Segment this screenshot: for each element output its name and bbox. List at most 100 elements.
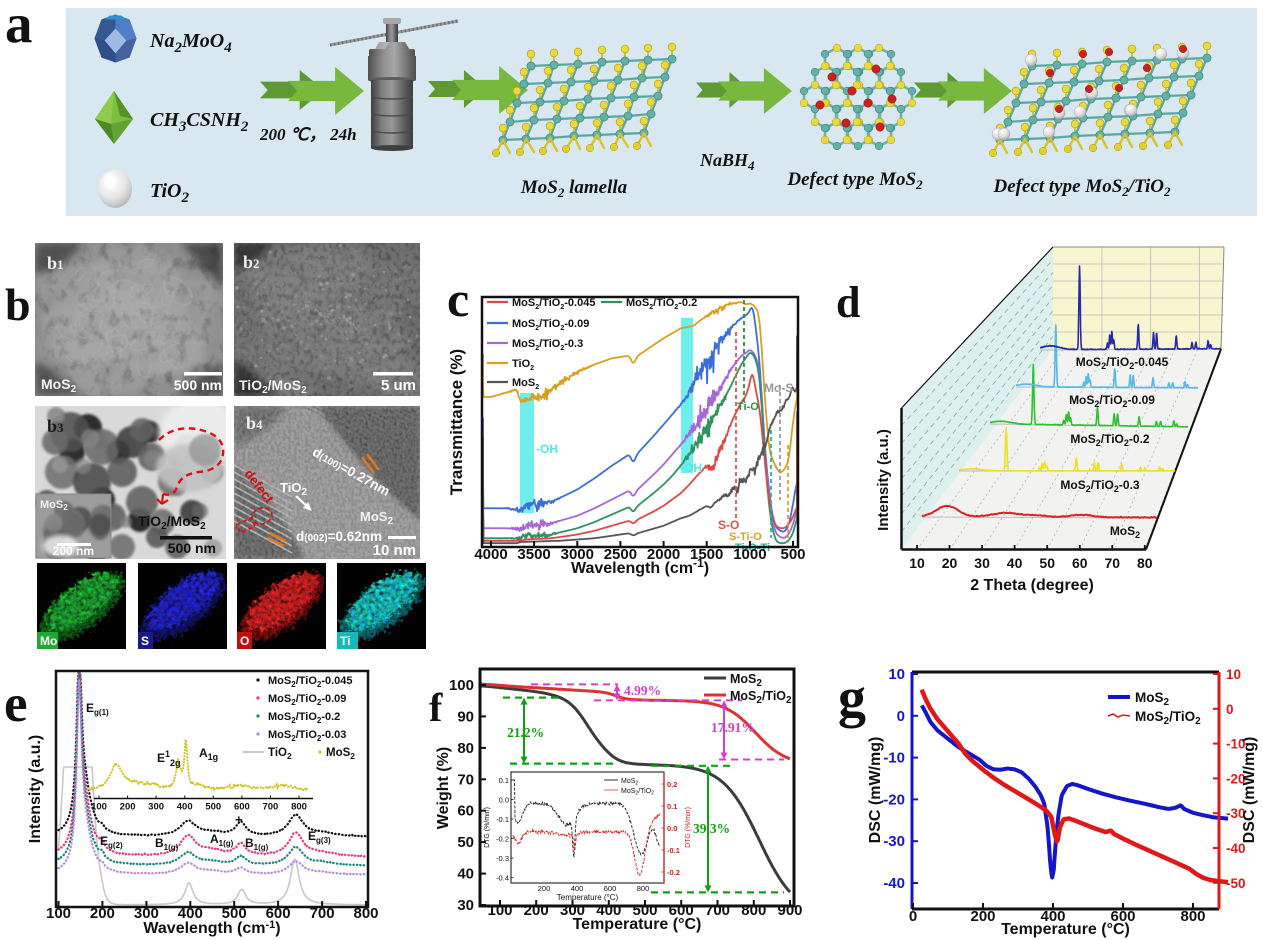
- svg-text:-40: -40: [1226, 841, 1246, 856]
- svg-text:50: 50: [1039, 555, 1055, 571]
- svg-text:0: 0: [897, 708, 905, 725]
- svg-text:40: 40: [457, 866, 474, 883]
- svg-text:600: 600: [266, 905, 291, 922]
- svg-text:a: a: [5, 0, 33, 54]
- svg-text:DTG (%/min): DTG (%/min): [685, 807, 692, 848]
- svg-text:-10: -10: [1226, 737, 1246, 752]
- svg-text:0.0: 0.0: [499, 796, 509, 805]
- svg-text:30: 30: [457, 897, 474, 914]
- svg-text:200: 200: [970, 908, 995, 925]
- svg-text:500 nm: 500 nm: [174, 377, 222, 393]
- svg-text:10 nm: 10 nm: [373, 542, 416, 559]
- svg-text:800: 800: [291, 802, 307, 813]
- svg-text:+: +: [235, 812, 243, 827]
- svg-text:b: b: [5, 279, 31, 330]
- svg-text:Na2MoO4: Na2MoO4: [149, 30, 232, 56]
- svg-text:Temperature (°C): Temperature (°C): [573, 916, 702, 933]
- svg-text:MoS2/TiO2: MoS2/TiO2: [730, 689, 792, 706]
- svg-text:3500: 3500: [517, 546, 550, 563]
- svg-text:-20: -20: [883, 791, 905, 808]
- svg-text:700: 700: [262, 802, 278, 813]
- svg-text:10: 10: [909, 555, 925, 571]
- svg-text:Ti-O: Ti-O: [737, 401, 759, 413]
- svg-text:MoS2: MoS2: [730, 672, 762, 689]
- svg-text:DTG (%/min): DTG (%/min): [484, 807, 491, 848]
- svg-text:TiO2/MoS2: TiO2/MoS2: [239, 377, 307, 396]
- svg-text:-0.4: -0.4: [496, 874, 509, 883]
- svg-text:70: 70: [1105, 555, 1121, 571]
- svg-text:70: 70: [457, 771, 474, 788]
- svg-text:100: 100: [487, 902, 512, 919]
- svg-text:39.3%: 39.3%: [693, 821, 730, 836]
- svg-text:4000: 4000: [474, 546, 507, 563]
- svg-text:-OH: -OH: [536, 442, 558, 456]
- svg-text:200 ℃， 24h: 200 ℃， 24h: [259, 125, 357, 144]
- svg-text:Intensity (a.u.): Intensity (a.u.): [27, 735, 44, 843]
- svg-text:0.0: 0.0: [667, 824, 677, 833]
- svg-text:MoS2/TiO2-0.09: MoS2/TiO2-0.09: [1069, 393, 1155, 409]
- svg-text:TiO2/MoS2: TiO2/MoS2: [138, 513, 206, 532]
- svg-text:500: 500: [222, 905, 247, 922]
- svg-text:-0.1: -0.1: [496, 815, 509, 824]
- svg-text:500: 500: [632, 902, 657, 919]
- svg-text:MoS2/TiO2-0.2: MoS2/TiO2-0.2: [268, 711, 340, 725]
- svg-text:700: 700: [310, 905, 335, 922]
- svg-text:MoS2/TiO2-0.09: MoS2/TiO2-0.09: [268, 693, 346, 707]
- svg-text:-0.3: -0.3: [496, 854, 509, 863]
- svg-text:O: O: [240, 634, 249, 648]
- svg-text:0.2: 0.2: [667, 780, 677, 789]
- svg-text:50: 50: [457, 834, 474, 851]
- svg-text:Mo-S: Mo-S: [764, 381, 793, 395]
- svg-text:c: c: [447, 271, 469, 327]
- svg-text:300: 300: [148, 802, 164, 813]
- svg-text:Temperature (°C): Temperature (°C): [557, 893, 619, 902]
- svg-text:100: 100: [449, 677, 474, 694]
- svg-text:b2: b2: [243, 252, 260, 272]
- svg-text:0.1: 0.1: [499, 776, 509, 785]
- svg-text:500: 500: [780, 546, 805, 563]
- svg-text:-0.2: -0.2: [667, 868, 680, 877]
- svg-text:3000: 3000: [561, 546, 594, 563]
- svg-text:4.99%: 4.99%: [624, 683, 661, 698]
- svg-text:Wavelength (cm-1): Wavelength (cm-1): [571, 556, 709, 577]
- svg-text:2500: 2500: [604, 546, 637, 563]
- svg-text:200: 200: [120, 802, 136, 813]
- svg-text:TiO2: TiO2: [512, 358, 534, 372]
- svg-text:Temperature (°C): Temperature (°C): [1001, 921, 1130, 938]
- svg-text:MoS2 lamella: MoS2 lamella: [520, 177, 628, 200]
- svg-text:1000: 1000: [733, 546, 766, 563]
- svg-text:g: g: [838, 667, 866, 729]
- svg-text:900: 900: [777, 902, 802, 919]
- svg-text:Mo: Mo: [40, 634, 57, 648]
- svg-text:MoS2/TiO2: MoS2/TiO2: [621, 788, 654, 797]
- svg-text:S-Ti-O: S-Ti-O: [729, 531, 762, 543]
- svg-text:-10: -10: [883, 750, 905, 767]
- svg-text:2000: 2000: [647, 546, 680, 563]
- svg-text:MoS2: MoS2: [360, 509, 393, 527]
- svg-text:MoS2: MoS2: [326, 747, 355, 761]
- svg-text:200: 200: [524, 902, 549, 919]
- svg-text:MoS2/TiO2-0.3: MoS2/TiO2-0.3: [1060, 478, 1140, 494]
- svg-text:Eg(1): Eg(1): [86, 701, 109, 717]
- svg-text:-0.2: -0.2: [496, 835, 509, 844]
- svg-text:80: 80: [1137, 555, 1153, 571]
- svg-text:0: 0: [1226, 702, 1234, 717]
- svg-text:MoS2: MoS2: [40, 499, 68, 512]
- svg-text:100: 100: [91, 802, 107, 813]
- svg-text:B1(g): B1(g): [245, 836, 269, 852]
- svg-text:-OH: -OH: [680, 461, 702, 475]
- svg-text:MoS2: MoS2: [512, 377, 539, 391]
- svg-text:d: d: [836, 278, 860, 327]
- svg-text:MoS2: MoS2: [1135, 690, 1170, 708]
- svg-text:200 nm: 200 nm: [53, 544, 94, 558]
- svg-text:b3: b3: [47, 416, 64, 436]
- svg-text:-50: -50: [1226, 876, 1246, 891]
- svg-text:MoS2: MoS2: [1110, 524, 1140, 540]
- svg-text:500: 500: [205, 802, 221, 813]
- svg-text:17.91%: 17.91%: [711, 720, 755, 735]
- svg-text:Intensity (a.u.): Intensity (a.u.): [875, 429, 892, 531]
- svg-text:80: 80: [457, 740, 474, 757]
- svg-text:TiO2: TiO2: [280, 480, 307, 498]
- svg-text:MoS2/TiO2-0.045: MoS2/TiO2-0.045: [1076, 355, 1169, 371]
- svg-text:DSC (mW/mg): DSC (mW/mg): [867, 737, 884, 844]
